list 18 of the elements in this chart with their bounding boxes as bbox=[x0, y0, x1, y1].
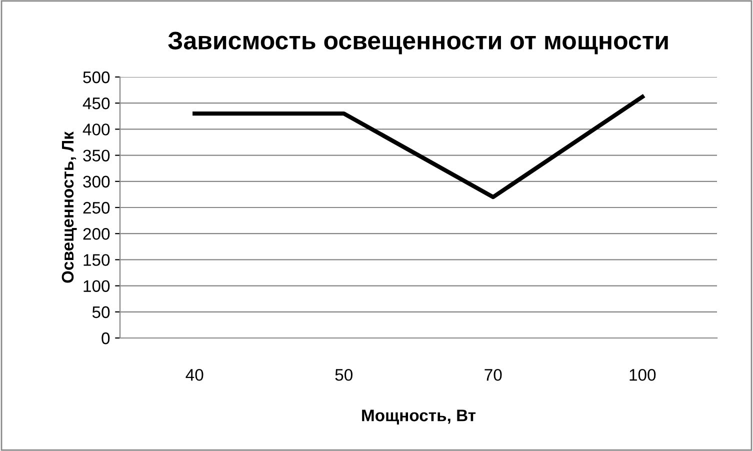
y-tick-label: 350 bbox=[83, 150, 110, 162]
y-tick-label: 50 bbox=[92, 306, 110, 318]
x-tick-label: 70 bbox=[484, 368, 502, 381]
y-tick-label: 450 bbox=[82, 98, 110, 110]
y-tick-label: 250 bbox=[83, 202, 110, 214]
y-tick-label: 0 bbox=[102, 332, 110, 344]
y-tick-label: 100 bbox=[84, 280, 110, 292]
y-tick-label: 400 bbox=[82, 124, 110, 136]
y-axis-title: Освещенность, Лк bbox=[62, 132, 77, 283]
x-tick-label: 100 bbox=[630, 368, 656, 381]
x-tick-label: 40 bbox=[186, 368, 204, 381]
y-tick-label: 300 bbox=[83, 176, 110, 188]
y-tick-label: 500 bbox=[83, 71, 110, 84]
x-tick-label: 50 bbox=[335, 368, 352, 381]
y-tick-label: 200 bbox=[83, 228, 110, 240]
chart-title: Зависмость освещенности от мощности bbox=[168, 32, 668, 54]
y-tick-label: 150 bbox=[84, 254, 110, 266]
x-axis-title: Мощность, Вт bbox=[362, 410, 476, 424]
